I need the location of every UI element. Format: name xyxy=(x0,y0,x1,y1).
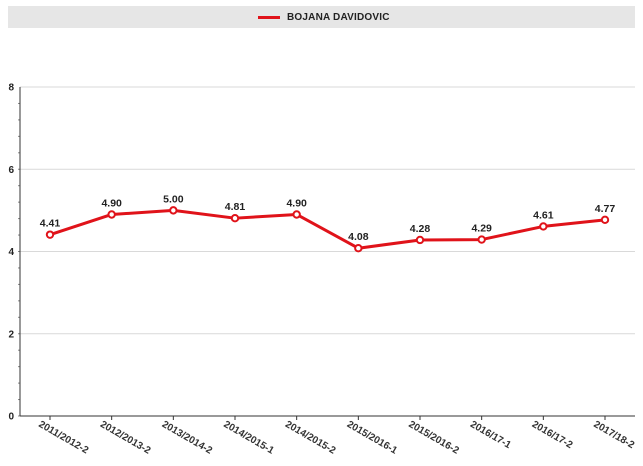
grid-lines xyxy=(20,86,635,335)
data-point xyxy=(354,244,363,253)
data-label: 4.41 xyxy=(40,218,61,230)
data-label: 4.61 xyxy=(533,209,554,221)
data-point xyxy=(415,235,425,245)
data-point xyxy=(292,210,301,219)
legend: BOJANA DAVIDOVIC xyxy=(8,6,635,28)
data-label: 4.90 xyxy=(286,197,307,209)
x-category-label: 2017/18-2 xyxy=(592,419,637,451)
legend-item: BOJANA DAVIDOVIC xyxy=(258,6,390,28)
y-tick-label: 8 xyxy=(8,83,14,94)
data-point xyxy=(230,213,240,223)
data-label: 4.90 xyxy=(101,197,122,209)
data-point xyxy=(45,230,55,239)
series-line-group xyxy=(45,206,610,253)
x-category-label: 2015/2016-1 xyxy=(345,419,400,457)
data-point xyxy=(169,206,178,215)
y-tick-label: 4 xyxy=(8,247,14,258)
x-category-label: 2013/2014-2 xyxy=(160,419,215,457)
y-axis: 0 2 4 6 8 xyxy=(8,83,21,423)
data-point xyxy=(477,235,486,244)
series-line xyxy=(49,208,606,250)
data-label: 4.29 xyxy=(471,223,492,235)
y-tick-label: 6 xyxy=(8,165,14,176)
data-label: 4.28 xyxy=(410,223,431,235)
data-label: 5.00 xyxy=(163,193,184,205)
data-point xyxy=(539,222,548,231)
x-category-label: 2015/2016-2 xyxy=(407,419,462,457)
x-category-label: 2012/2013-2 xyxy=(98,419,153,457)
x-category-label: 2014/2015-2 xyxy=(283,419,338,457)
data-point xyxy=(107,210,116,219)
x-category-label: 2011/2012-2 xyxy=(37,419,91,457)
x-category-label: 2016/17-1 xyxy=(468,419,513,451)
data-label: 4.08 xyxy=(348,231,369,243)
y-tick-label: 2 xyxy=(8,329,14,340)
x-category-label: 2016/17-2 xyxy=(530,419,575,451)
y-tick-label: 0 xyxy=(8,412,14,423)
legend-label: BOJANA DAVIDOVIC xyxy=(287,11,390,23)
data-label: 4.81 xyxy=(225,201,246,213)
data-label: 4.77 xyxy=(595,203,616,215)
legend-swatch xyxy=(258,15,280,19)
x-category-label: 2014/2015-1 xyxy=(222,419,277,457)
data-labels: 4.41 4.90 5.00 4.81 4.90 4.08 4.28 4.29 4.61 4.77 xyxy=(40,193,616,243)
data-point xyxy=(600,215,610,225)
x-axis: 2011/2012-2 2012/2013-2 2013/2014-2 2014/20… xyxy=(20,415,637,457)
